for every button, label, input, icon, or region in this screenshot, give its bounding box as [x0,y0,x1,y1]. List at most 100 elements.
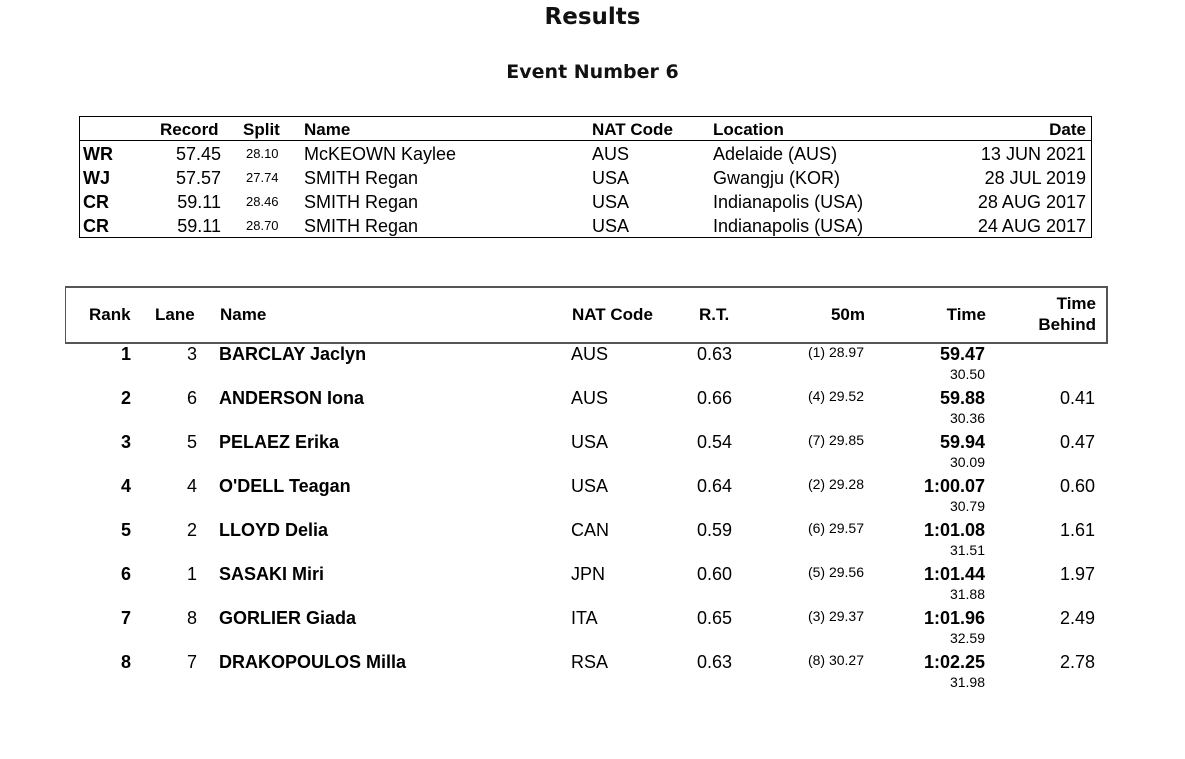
result-second-50: 30.36 [949,410,985,426]
records-header-name: Name [304,120,351,139]
results-header: Rank Lane Name NAT Code R.T. 50m Time Ti… [65,286,1108,344]
record-split: 28.10 [246,146,279,161]
record-code: WR [83,144,113,164]
results-header-time-behind-2: Behind [1038,315,1096,334]
result-second-50: 31.51 [949,542,985,558]
result-lane: 7 [186,652,197,672]
record-date: 24 AUG 2017 [977,216,1086,236]
results-header-lane: Lane [155,305,195,324]
result-name: SASAKI Miri [219,564,325,584]
result-time-behind: 0.41 [1059,388,1095,408]
record-split: 27.74 [246,170,279,185]
event-title: Event Number 6 [506,61,679,83]
result-split-50m: (5) 29.56 [807,564,864,580]
result-rank: 4 [120,476,131,496]
record-name: McKEOWN Kaylee [304,144,457,164]
result-split-50m: (7) 29.85 [807,432,864,448]
result-name: DRAKOPOULOS Milla [219,652,407,672]
result-lane: 6 [186,388,197,408]
record-name: SMITH Regan [304,192,419,212]
result-second-50: 31.98 [949,674,985,690]
result-nat: USA [571,432,609,452]
result-second-50: 31.88 [949,586,985,602]
result-row: 2 6 ANDERSON Iona AUS 0.66 (4) 29.52 59.… [0,386,1185,430]
result-row: 1 3 BARCLAY Jaclyn AUS 0.63 (1) 28.97 59… [0,342,1185,386]
result-lane: 8 [186,608,197,628]
result-time-behind: 1.97 [1059,564,1095,584]
records-header-date: Date [1049,120,1086,139]
page-title: Results [544,4,641,30]
record-row: CR 59.11 28.70 SMITH Regan USA Indianapo… [80,214,1091,238]
result-rank: 3 [120,432,131,452]
record-row: WJ 57.57 27.74 SMITH Regan USA Gwangju (… [80,166,1091,190]
result-reaction-time: 0.65 [697,608,733,628]
result-lane: 3 [186,344,197,364]
record-time: 57.57 [175,168,221,188]
record-row: WR 57.45 28.10 McKEOWN Kaylee AUS Adelai… [80,142,1091,166]
record-nat: USA [592,168,630,188]
result-lane: 2 [186,520,197,540]
result-time-behind: 1.61 [1059,520,1095,540]
records-header-record: Record [160,120,219,139]
result-row: 6 1 SASAKI Miri JPN 0.60 (5) 29.56 1:01.… [0,562,1185,606]
record-time: 59.11 [177,216,221,236]
results-header-rt: R.T. [699,305,730,324]
results-header-name: Name [220,305,267,324]
record-location: Adelaide (AUS) [713,144,838,164]
result-rank: 8 [120,652,131,672]
result-name: PELAEZ Erika [219,432,340,452]
result-reaction-time: 0.60 [697,564,733,584]
result-split-50m: (6) 29.57 [807,520,864,536]
result-lane: 4 [186,476,197,496]
result-lane: 5 [186,432,197,452]
result-second-50: 30.09 [949,454,985,470]
result-time: 1:00.07 [923,476,985,496]
result-reaction-time: 0.63 [697,344,733,364]
record-time: 59.11 [177,192,221,212]
record-code: CR [83,216,109,236]
result-split-50m: (4) 29.52 [807,388,864,404]
record-nat: AUS [592,144,630,164]
result-nat: JPN [571,564,606,584]
result-rank: 7 [120,608,131,628]
record-row: CR 59.11 28.46 SMITH Regan USA Indianapo… [80,190,1091,214]
records-header-divider [80,140,1091,141]
record-date: 28 JUL 2019 [984,168,1086,188]
result-time: 1:01.44 [923,564,985,584]
result-time: 1:01.08 [923,520,985,540]
result-nat: ITA [571,608,598,628]
result-name: LLOYD Delia [219,520,329,540]
result-name: BARCLAY Jaclyn [219,344,367,364]
result-time: 1:01.96 [923,608,985,628]
record-name: SMITH Regan [304,168,419,188]
result-second-50: 32.59 [949,630,985,646]
records-header-split: Split [243,120,280,139]
result-second-50: 30.50 [949,366,985,382]
result-row: 4 4 O'DELL Teagan USA 0.64 (2) 29.28 1:0… [0,474,1185,518]
result-nat: USA [571,476,609,496]
results-header-50m: 50m [830,305,865,324]
result-split-50m: (2) 29.28 [807,476,864,492]
records-header-location: Location [713,120,784,139]
result-row: 8 7 DRAKOPOULOS Milla RSA 0.63 (8) 30.27… [0,650,1185,694]
results-header-nat: NAT Code [572,305,653,324]
result-rank: 2 [120,388,131,408]
record-code: CR [83,192,109,212]
record-time: 57.45 [175,144,221,164]
result-rank: 5 [120,520,131,540]
result-reaction-time: 0.64 [697,476,733,496]
result-split-50m: (1) 28.97 [807,344,864,360]
result-reaction-time: 0.63 [697,652,733,672]
result-nat: RSA [571,652,609,672]
result-second-50: 30.79 [949,498,985,514]
result-time: 59.88 [939,388,985,408]
result-lane: 1 [186,564,197,584]
results-header-rank: Rank [89,305,131,324]
result-reaction-time: 0.54 [697,432,733,452]
record-nat: USA [592,216,630,236]
result-nat: AUS [571,388,609,408]
result-split-50m: (3) 29.37 [807,608,864,624]
record-date: 28 AUG 2017 [977,192,1086,212]
results-header-time-behind-1: Time [1056,294,1096,313]
result-time: 59.47 [939,344,985,364]
